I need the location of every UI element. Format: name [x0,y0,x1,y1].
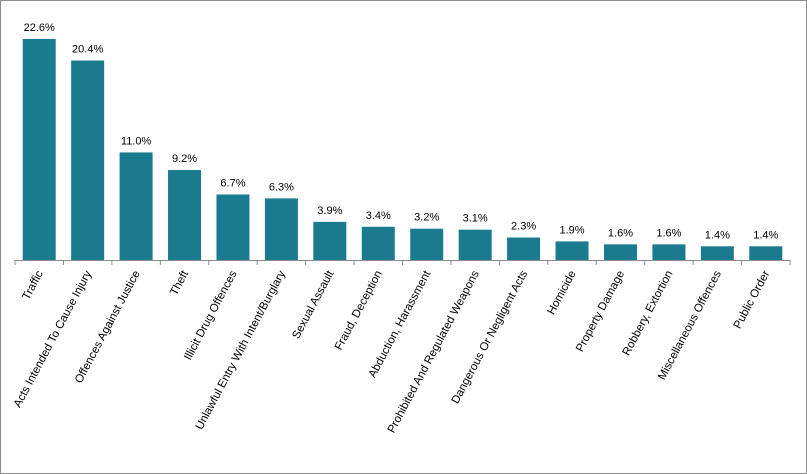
value-label-miscellaneous-offences: 1.4% [705,229,730,241]
bar-offences-against-justice [119,152,153,260]
category-label-property-damage: Property Damage [574,269,627,354]
category-label-prohibited-and-regulated-weapons: Prohibited And Regulated Weapons [386,269,482,436]
category-label-public-order: Public Order [732,269,773,331]
category-label-illicit-drug-offences: Illicit Drug Offences [182,269,239,363]
value-label-theft: 9.2% [172,153,197,165]
bar-dangerous-or-negligent-acts [507,237,541,260]
value-label-property-damage: 1.6% [608,227,633,239]
category-label-theft: Theft [168,268,191,297]
category-label-traffic: Traffic [21,269,46,302]
value-label-robbery-extortion: 1.6% [656,227,681,239]
value-label-offences-against-justice: 11.0% [121,135,152,147]
category-label-sexual-assault: Sexual Assault [290,268,336,341]
bar-theft [168,170,202,260]
bar-miscellaneous-offences [700,246,734,260]
value-label-sexual-assault: 3.9% [317,205,342,217]
value-label-dangerous-or-negligent-acts: 2.3% [511,221,536,233]
value-label-traffic: 22.6% [24,22,55,34]
bar-unlawful-entry-with-intent-burglary [264,198,298,260]
bar-sexual-assault [313,221,347,260]
category-label-homicide: Homicide [546,269,579,317]
bar-public-order [749,246,783,260]
value-label-homicide: 1.9% [559,224,584,236]
value-label-abduction-harassment: 3.2% [414,212,439,224]
bar-prohibited-and-regulated-weapons [458,229,492,260]
value-label-prohibited-and-regulated-weapons: 3.1% [463,213,488,225]
category-label-unlawful-entry-with-intent-burglary: Unlawful Entry With Intent/Burglary [194,269,288,432]
category-label-robbery-extortion: Robbery, Extortion [621,269,676,358]
bar-acts-intended-to-cause-injury [71,60,105,261]
value-label-fraud-deception: 3.4% [366,210,391,222]
bar-robbery-extortion [652,244,686,260]
bar-illicit-drug-offences [216,194,250,260]
category-label-fraud-deception: Fraud, Deception [333,269,385,353]
bar-traffic [22,39,56,260]
value-label-public-order: 1.4% [753,229,778,241]
bar-property-damage [603,244,637,260]
value-label-acts-intended-to-cause-injury: 20.4% [72,44,103,56]
value-label-unlawful-entry-with-intent-burglary: 6.3% [269,181,294,193]
bar-abduction-harassment [410,228,444,260]
bar-homicide [555,241,589,260]
bar-fraud-deception [361,226,395,260]
value-label-illicit-drug-offences: 6.7% [220,177,245,189]
